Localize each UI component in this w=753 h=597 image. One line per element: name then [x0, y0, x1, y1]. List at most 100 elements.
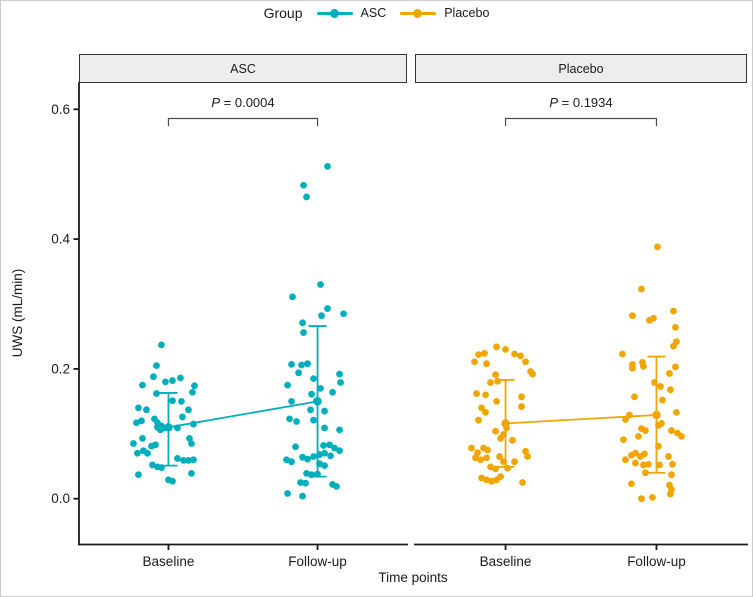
data-point — [138, 417, 145, 425]
x-tick-label: Follow-up — [627, 554, 686, 569]
data-point — [640, 362, 647, 370]
mean-point — [313, 397, 322, 406]
data-point — [519, 479, 526, 486]
data-point — [468, 444, 475, 452]
data-point — [169, 377, 176, 384]
data-point — [517, 352, 524, 360]
data-point — [292, 443, 299, 451]
data-point — [483, 454, 490, 462]
y-tick-label: 0.0 — [51, 491, 70, 506]
data-point — [179, 413, 186, 421]
data-point — [135, 404, 142, 412]
data-point — [189, 388, 196, 396]
data-point — [336, 447, 343, 455]
data-point — [326, 441, 333, 449]
data-point — [511, 350, 518, 358]
data-point — [483, 360, 490, 368]
data-point — [152, 441, 159, 449]
data-point — [286, 415, 293, 423]
p-value-placebo: P = 0.1934 — [549, 95, 613, 110]
data-point — [169, 477, 176, 485]
data-point — [475, 416, 482, 424]
data-point — [304, 360, 311, 368]
data-point — [658, 420, 665, 427]
data-point — [321, 462, 328, 470]
data-point — [289, 293, 296, 301]
data-point — [481, 349, 488, 357]
data-point — [622, 416, 629, 423]
data-point — [475, 351, 482, 359]
data-point — [180, 457, 187, 464]
data-point — [143, 406, 150, 414]
data-point — [522, 358, 529, 366]
data-point — [297, 479, 304, 486]
data-point — [288, 458, 295, 466]
data-point — [317, 281, 324, 288]
mean-point — [164, 423, 173, 432]
legend-title: Group — [263, 5, 303, 21]
data-point — [657, 383, 664, 390]
data-point — [307, 406, 314, 414]
data-point — [190, 456, 197, 464]
data-point — [631, 393, 638, 401]
data-point — [642, 469, 649, 477]
data-point — [185, 457, 192, 464]
data-point — [321, 424, 328, 432]
y-tick-label: 0.4 — [51, 232, 70, 247]
data-point — [329, 388, 336, 396]
data-point — [473, 390, 480, 397]
data-point — [665, 453, 672, 460]
data-point — [666, 370, 673, 377]
data-point — [622, 456, 629, 464]
data-point — [632, 459, 639, 467]
data-point — [153, 390, 160, 397]
data-point — [337, 379, 344, 386]
p-value-asc: P = 0.0004 — [211, 95, 275, 110]
data-point — [518, 393, 525, 401]
data-point — [638, 285, 645, 293]
y-tick-label: 0.6 — [51, 102, 70, 117]
data-point — [628, 480, 635, 488]
data-point — [529, 370, 536, 378]
legend-label-asc: ASC — [360, 6, 387, 20]
data-point — [308, 390, 315, 398]
data-point — [673, 408, 680, 416]
data-point — [670, 342, 677, 350]
data-point — [178, 397, 185, 405]
data-point — [169, 397, 176, 405]
data-point — [678, 432, 685, 440]
data-point — [302, 479, 309, 487]
data-point — [139, 381, 146, 389]
data-point — [650, 314, 657, 322]
data-point — [492, 427, 499, 435]
data-point — [493, 397, 500, 405]
data-point — [162, 378, 169, 386]
data-point — [327, 452, 334, 460]
data-point — [310, 375, 317, 383]
facet-strip-placebo: Placebo — [415, 54, 747, 83]
data-point — [188, 469, 195, 477]
data-point — [494, 377, 501, 385]
data-point — [310, 453, 317, 460]
data-point — [669, 460, 676, 468]
data-point — [300, 181, 307, 189]
data-point — [130, 440, 137, 447]
data-point — [509, 436, 516, 444]
y-tick-label: 0.2 — [51, 361, 70, 376]
data-point — [487, 379, 494, 386]
data-point — [284, 381, 291, 389]
data-point — [496, 453, 503, 460]
data-point — [185, 406, 192, 414]
data-point — [293, 418, 300, 425]
data-point — [299, 492, 306, 500]
x-axis-title: Time points — [378, 570, 448, 585]
legend-item-asc: ASC — [316, 6, 387, 20]
data-point — [640, 461, 647, 469]
data-point — [321, 407, 328, 415]
data-point — [484, 446, 491, 454]
data-point — [153, 362, 160, 370]
data-point — [336, 370, 343, 378]
legend: Group ASC Placebo — [1, 5, 752, 21]
data-point — [641, 450, 648, 458]
